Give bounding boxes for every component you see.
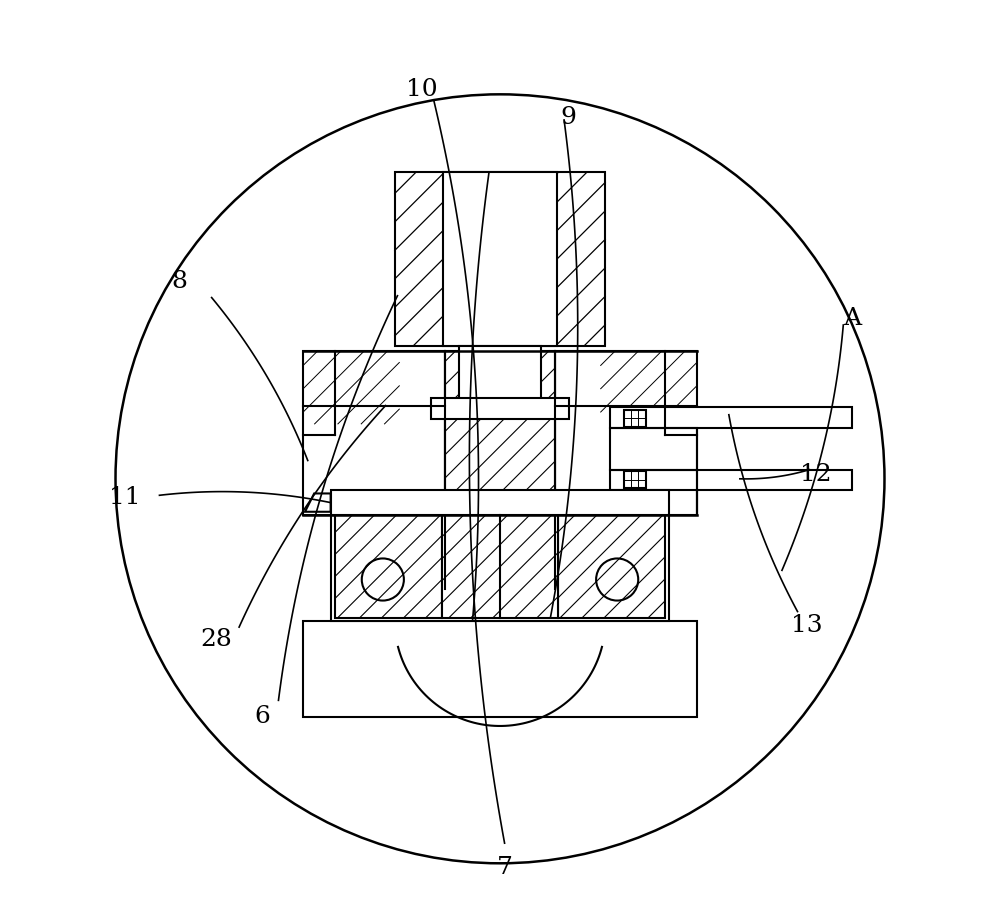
Bar [442,516,558,618]
Bar [555,351,697,516]
Bar [610,407,852,428]
Bar [395,172,605,346]
Bar [303,351,445,516]
Bar [443,172,557,346]
Bar [558,516,665,618]
Text: 12: 12 [800,462,832,485]
Bar [610,470,852,490]
Text: 11: 11 [109,485,140,508]
Text: 28: 28 [200,627,232,650]
Text: 8: 8 [172,271,188,294]
Bar [624,410,646,426]
Bar [331,516,669,621]
Text: 6: 6 [254,705,270,729]
Bar [331,490,669,516]
Bar [335,516,442,618]
Text: 10: 10 [406,78,438,101]
Bar [459,346,541,401]
Bar [303,621,697,717]
Bar [624,472,646,488]
Text: 9: 9 [561,106,577,129]
Bar [445,351,555,589]
Text: A: A [843,307,862,330]
Text: 7: 7 [497,857,513,880]
Bar [431,398,569,419]
Text: 13: 13 [791,613,822,636]
